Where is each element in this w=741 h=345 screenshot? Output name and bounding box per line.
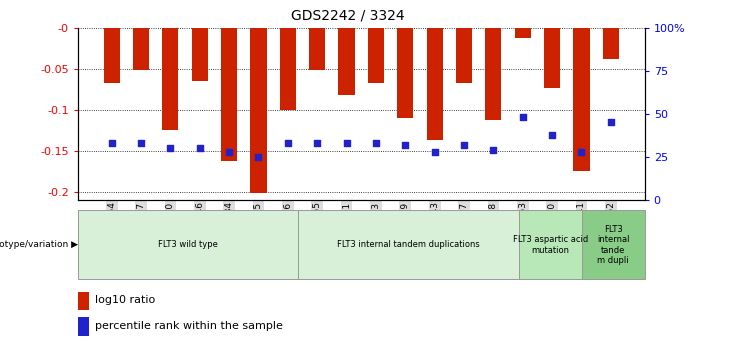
Point <box>429 149 441 155</box>
Point <box>311 140 323 146</box>
Point <box>253 154 265 160</box>
Bar <box>78 317 89 335</box>
Point <box>399 142 411 148</box>
Point <box>165 146 176 151</box>
Bar <box>456 28 472 83</box>
Bar <box>544 28 560 88</box>
Point <box>341 140 353 146</box>
Bar <box>602 28 619 59</box>
Bar <box>519 210 582 279</box>
Bar <box>192 28 207 81</box>
Bar <box>582 210 645 279</box>
Text: percentile rank within the sample: percentile rank within the sample <box>95 321 282 331</box>
Text: FLT3 internal tandem duplications: FLT3 internal tandem duplications <box>337 240 480 249</box>
Bar <box>250 28 267 193</box>
Text: FLT3 wild type: FLT3 wild type <box>158 240 218 249</box>
Bar <box>133 28 149 70</box>
Bar <box>221 28 237 161</box>
Bar <box>298 210 519 279</box>
Text: log10 ratio: log10 ratio <box>95 295 155 305</box>
Bar <box>280 28 296 110</box>
Point <box>370 140 382 146</box>
Bar <box>427 28 442 140</box>
Point <box>605 120 617 125</box>
Bar <box>78 292 89 310</box>
Point <box>106 140 118 146</box>
Text: FLT3
internal
tande
m dupli: FLT3 internal tande m dupli <box>597 225 629 265</box>
Point <box>135 140 147 146</box>
Bar <box>309 28 325 70</box>
Point <box>488 147 499 153</box>
Bar <box>104 28 120 83</box>
Point <box>516 115 528 120</box>
Bar <box>515 28 531 38</box>
Point <box>458 142 470 148</box>
Bar <box>397 28 413 118</box>
Bar <box>368 28 384 83</box>
Point <box>223 149 235 155</box>
Text: genotype/variation ▶: genotype/variation ▶ <box>0 240 78 249</box>
Text: FLT3 aspartic acid
mutation: FLT3 aspartic acid mutation <box>513 235 588 255</box>
Text: GDS2242 / 3324: GDS2242 / 3324 <box>291 9 405 23</box>
Point <box>576 149 588 155</box>
Point <box>194 146 206 151</box>
Bar <box>78 210 298 279</box>
Bar <box>162 28 179 130</box>
Point <box>282 140 293 146</box>
Bar <box>574 28 590 171</box>
Bar <box>485 28 502 120</box>
Bar <box>339 28 355 95</box>
Point <box>546 132 558 137</box>
